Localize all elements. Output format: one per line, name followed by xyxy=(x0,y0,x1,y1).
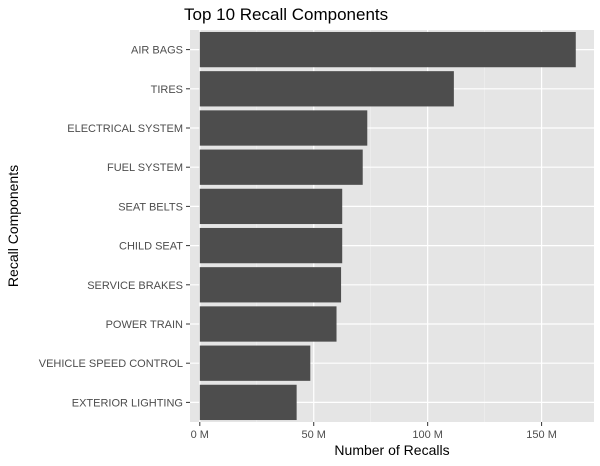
x-axis: 0 M 50 M 100 M 150 M xyxy=(191,422,557,441)
y-axis: AIR BAGS TIRES ELECTRICAL SYSTEM FUEL SYSTE… xyxy=(39,45,190,409)
x-tick-label: 100 M xyxy=(412,429,443,441)
bar-tires xyxy=(199,71,454,107)
bar-power-train xyxy=(199,306,337,342)
y-tick-label: SERVICE BRAKES xyxy=(87,280,183,292)
y-tick-label: FUEL SYSTEM xyxy=(107,162,183,174)
y-tick-label: TIRES xyxy=(151,84,183,96)
x-tick-label: 0 M xyxy=(191,429,209,441)
y-tick-label: ELECTRICAL SYSTEM xyxy=(67,123,183,135)
bar-vehicle-speed-control xyxy=(199,345,311,381)
chart-title: Top 10 Recall Components xyxy=(184,5,388,24)
bar-fuel-system xyxy=(199,149,363,185)
y-tick-label: CHILD SEAT xyxy=(119,241,183,253)
bar-air-bags xyxy=(199,31,576,68)
y-tick-label: SEAT BELTS xyxy=(118,201,183,213)
y-tick-label: EXTERIOR LIGHTING xyxy=(72,397,183,409)
y-tick-label: VEHICLE SPEED CONTROL xyxy=(39,358,183,370)
bars xyxy=(199,31,576,421)
y-axis-title: Recall Components xyxy=(5,165,21,287)
bar-seat-belts xyxy=(199,188,343,225)
bar-service-brakes xyxy=(199,267,342,303)
bar-electrical-system xyxy=(199,110,368,146)
y-tick-label: AIR BAGS xyxy=(131,45,183,57)
x-axis-title: Number of Recalls xyxy=(334,442,449,458)
bar-exterior-lighting xyxy=(199,384,297,421)
bar-child-seat xyxy=(199,227,343,264)
y-tick-label: POWER TRAIN xyxy=(106,319,183,331)
x-tick-label: 50 M xyxy=(301,429,325,441)
x-tick-label: 150 M xyxy=(526,429,557,441)
